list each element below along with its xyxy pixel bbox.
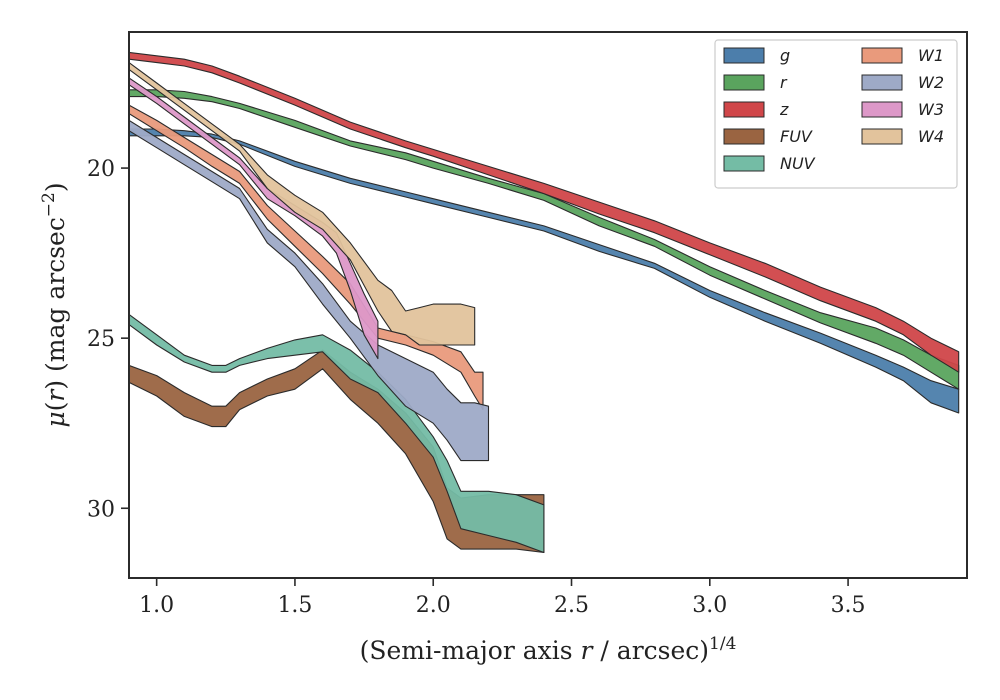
legend-label-w3: W3: [918, 100, 944, 119]
legend-label-w1: W1: [918, 46, 944, 65]
legend-label-w4: W4: [918, 127, 944, 146]
legend-swatch-z: [723, 101, 765, 118]
legend-swatch-w4: [861, 128, 903, 145]
legend-swatch-w2: [861, 74, 903, 91]
x-axis: 1.0 1.5 2.0 2.5 3.0 3.5: [139, 578, 866, 618]
x-tick-label: 1.5: [277, 593, 312, 618]
legend-swatch-w1: [861, 47, 903, 64]
legend-label-nuv: NUV: [780, 154, 816, 173]
x-axis-label: (Semi-major axis r / arcsec)1/4: [360, 634, 737, 665]
y-axis: 20 25 30: [87, 157, 129, 522]
series-band-g: [129, 128, 960, 414]
legend-swatch-r: [723, 74, 765, 91]
legend-swatch-fuv: [723, 128, 765, 145]
legend-label-z: z: [779, 100, 789, 119]
legend-label-r: r: [780, 73, 788, 92]
legend-swatch-nuv: [723, 155, 765, 172]
series-band-w3: [129, 77, 379, 360]
series-band-nuv: [129, 313, 545, 554]
legend: grz FUV NUV W1 W2 W3 W4: [714, 39, 958, 189]
x-tick-label: 2.5: [554, 593, 589, 618]
x-tick-label: 3.0: [692, 593, 727, 618]
y-axis-label: μ(r) (mag arcsec−2): [39, 182, 70, 427]
x-tick-label: 2.0: [416, 593, 451, 618]
y-tick-label: 25: [87, 327, 115, 352]
series-layer: [129, 51, 960, 554]
legend-label-w2: W2: [918, 73, 944, 92]
legend-label-g: g: [780, 46, 790, 65]
x-tick-label: 1.0: [139, 593, 174, 618]
y-tick-label: 30: [87, 497, 115, 522]
series-band-w4: [129, 62, 476, 346]
plot-frame: [128, 31, 968, 579]
x-tick-label: 3.5: [831, 593, 866, 618]
series-band-r: [129, 89, 960, 390]
series-band-z: [129, 51, 960, 373]
legend-swatch-g: [723, 47, 765, 64]
y-tick-label: 20: [87, 157, 115, 182]
series-band-w2: [129, 119, 490, 462]
legend-label-fuv: FUV: [780, 127, 813, 146]
legend-swatch-w3: [861, 101, 903, 118]
